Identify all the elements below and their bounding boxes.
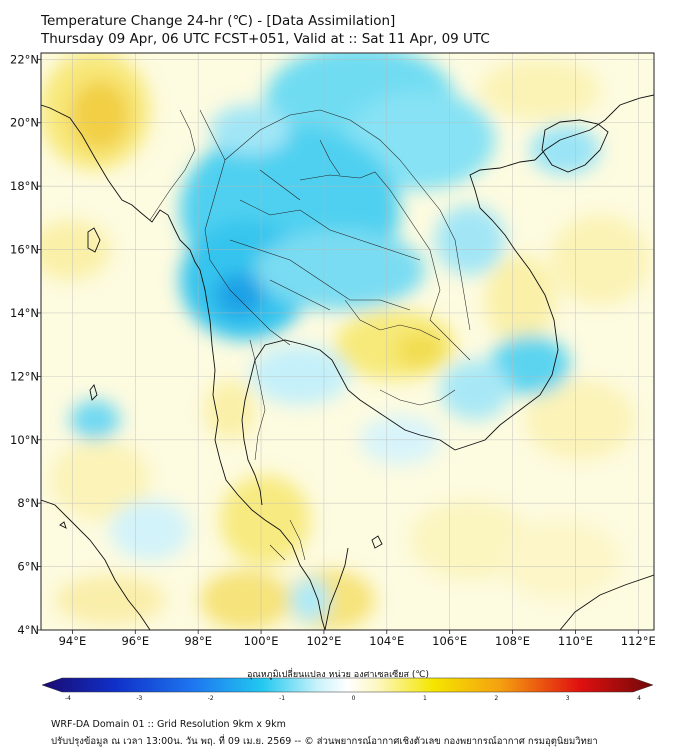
colorbar-tick-label: -2 — [208, 695, 214, 702]
longitude-labels: 94°E 96°E 98°E 100°E 102°E 104°E 106°E 108°E 110… — [59, 630, 656, 648]
colorbar-tick-label: 3 — [566, 695, 570, 702]
lon-tick-label: 102°E — [306, 634, 341, 648]
colorbar-tick-label: -4 — [65, 695, 71, 702]
lat-tick-label: 4°N — [17, 623, 39, 637]
colorbar-tick-label: 4 — [637, 695, 641, 702]
colorbar-ramp — [41, 677, 654, 693]
lon-tick-label: 96°E — [121, 634, 149, 648]
lon-tick-label: 104°E — [369, 634, 404, 648]
country-borders — [149, 109, 471, 561]
colorbar-tick-label: -1 — [279, 695, 285, 702]
lon-tick-label: 98°E — [184, 634, 212, 648]
colorbar-tick-label: -3 — [136, 695, 142, 702]
colorbar-tick-label: 1 — [423, 695, 427, 702]
lat-tick-label: 20°N — [10, 116, 39, 130]
lon-tick-label: 106°E — [432, 634, 467, 648]
map-frame — [40, 52, 655, 631]
latitude-labels: 22°N 20°N 18°N 16°N 14°N 12°N 10°N 8°N 6°N 4°N — [10, 52, 41, 637]
map-gridlines — [41, 53, 654, 631]
footer-credit: ปรับปรุงข้อมูล ณ เวลา 13:00น. วัน พฤ. ที… — [51, 736, 598, 747]
lat-tick-label: 22°N — [10, 52, 39, 66]
lat-tick-label: 8°N — [17, 496, 39, 510]
lon-tick-label: 112°E — [621, 634, 656, 648]
lat-tick-label: 14°N — [10, 306, 39, 320]
chart-title: Temperature Change 24-hr (℃) - [Data Ass… — [41, 13, 396, 29]
lon-tick-label: 108°E — [495, 634, 530, 648]
coastlines — [41, 94, 654, 630]
colorbar-tick-label: 2 — [494, 695, 498, 702]
lat-tick-label: 10°N — [10, 433, 39, 447]
lat-tick-label: 12°N — [10, 369, 39, 383]
footer-model-info: WRF-DA Domain 01 :: Grid Resolution 9km … — [51, 719, 286, 730]
chart-subtitle: Thursday 09 Apr, 06 UTC FCST+051, Valid … — [41, 31, 490, 47]
lon-tick-label: 94°E — [59, 634, 87, 648]
lat-tick-label: 16°N — [10, 243, 39, 257]
lon-tick-label: 110°E — [558, 634, 593, 648]
lat-tick-label: 18°N — [10, 179, 39, 193]
lon-tick-label: 100°E — [244, 634, 279, 648]
colorbar-ticks: -4 -3 -2 -1 0 1 2 3 4 — [65, 695, 641, 702]
lat-tick-label: 6°N — [17, 560, 39, 574]
colorbar-label: อุณหภูมิเปลี่ยนแปลง หน่วย องศาเซลเซียส (… — [246, 670, 430, 680]
colorbar: -4 -3 -2 -1 0 1 2 3 4 — [41, 677, 654, 702]
temperature-field — [41, 53, 654, 630]
colorbar-tick-label: 0 — [352, 695, 356, 702]
